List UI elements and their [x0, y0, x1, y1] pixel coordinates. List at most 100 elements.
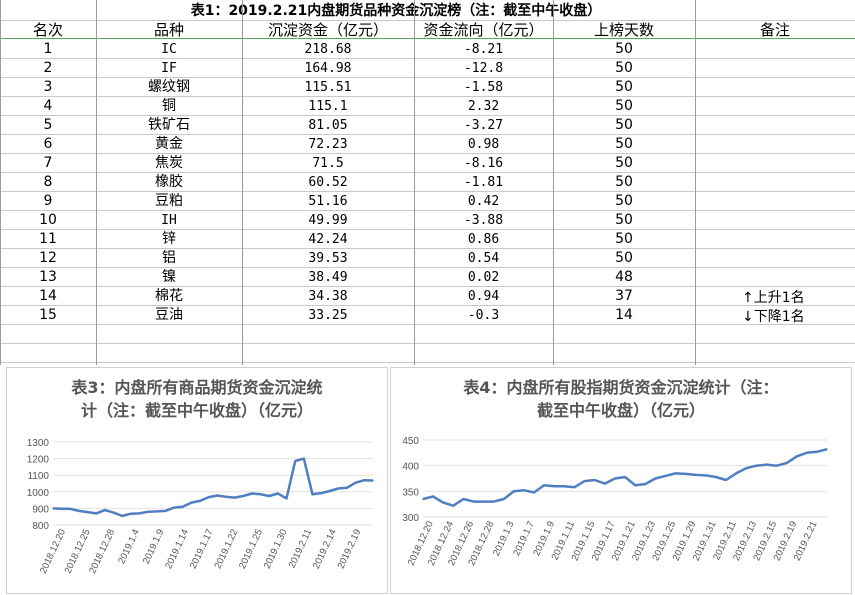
fund-cell: 38.49 [308, 270, 348, 285]
data-point [543, 484, 545, 486]
data-point [86, 511, 89, 513]
name-cell: 棉花 [155, 288, 183, 304]
data-point [735, 472, 737, 475]
flow-cell: 0.86 [467, 232, 500, 247]
rank-cell: 4 [43, 98, 53, 114]
flow-cell: -0.3 [467, 308, 500, 323]
flow-cell: 0.42 [467, 194, 500, 209]
flow-cell: 0.98 [467, 137, 500, 152]
data-point [715, 476, 717, 478]
days-cell: 50 [615, 98, 633, 114]
data-point [130, 512, 132, 515]
data-point [52, 507, 54, 510]
data-point [328, 490, 331, 492]
data-point [422, 498, 424, 500]
note-cell: ↑上升1名 [742, 287, 805, 307]
name-cell: 螺纹钢 [148, 79, 190, 95]
days-cell: 50 [615, 155, 633, 171]
flow-cell: 0.54 [467, 251, 500, 266]
rank-cell: 5 [43, 117, 53, 133]
fund-cell: 49.99 [308, 213, 348, 228]
name-cell: 黄金 [155, 136, 183, 152]
data-point [745, 467, 747, 470]
name-cell: IH [161, 213, 177, 228]
y-tick-label: 400 [402, 462, 419, 473]
commodity-fund-chart: 表3：内盘所有商品期货资金沉淀统 计（注：截至中午收盘）（亿元） 800 900 1… [6, 367, 388, 594]
days-cell: 50 [615, 174, 633, 190]
name-cell: 铜 [162, 98, 176, 114]
flow-cell: -3.27 [463, 118, 504, 133]
y-tick-label: 350 [402, 487, 419, 498]
rank-cell: 10 [39, 212, 57, 228]
rank-cell: 7 [43, 155, 53, 171]
days-cell: 50 [615, 60, 633, 76]
data-point [725, 479, 727, 481]
data-point [346, 486, 348, 489]
data-point [268, 495, 271, 497]
data-point [573, 486, 576, 489]
fund-cell: 218.68 [304, 42, 352, 57]
y-tick-label: 800 [32, 521, 49, 532]
data-point [363, 479, 366, 481]
days-cell: 37 [615, 288, 633, 304]
flow-cell: -1.58 [463, 80, 504, 95]
header-flow: 资金流向（亿元） [423, 21, 544, 39]
data-point [684, 473, 687, 475]
data-point [207, 496, 210, 498]
x-tick-label: 2019.1.25 [237, 528, 265, 571]
fund-cell: 39.53 [308, 251, 348, 266]
commodity-fund-plot: 80090010001100120013002018.12.202018.12.… [27, 438, 374, 576]
note-text: 上升1名 [753, 290, 805, 306]
rank-cell: 11 [39, 231, 57, 247]
data-point [482, 500, 485, 503]
x-tick-label: 2019.2.19 [336, 528, 364, 571]
note-cell: ↓下降1名 [742, 306, 805, 326]
data-point [259, 493, 262, 496]
series-line [52, 457, 374, 518]
data-point [354, 481, 357, 484]
data-point [452, 504, 455, 507]
flow-cell: 0.94 [467, 289, 500, 304]
rank-cell: 2 [43, 60, 53, 76]
data-point [614, 477, 616, 480]
name-cell: 豆粕 [155, 193, 183, 209]
data-point [826, 448, 828, 451]
data-point [795, 455, 798, 458]
x-tick-label: 2019.1.17 [188, 528, 216, 571]
flow-cell: -8.16 [463, 156, 504, 171]
index-fund-chart: 表4：内盘所有股指期货资金沉淀统计（注： 截至中午收盘）（亿元） 300 350 4… [390, 367, 852, 594]
data-point [442, 501, 444, 504]
x-tick-label: 2019.1.14 [163, 528, 191, 571]
name-cell: IF [161, 61, 177, 76]
data-point [285, 497, 288, 500]
fund-cell: 164.98 [304, 61, 352, 76]
fund-cell: 81.05 [308, 118, 348, 133]
fund-cell: 72.23 [308, 137, 348, 152]
name-cell: 豆油 [155, 307, 183, 323]
rank-cell: 6 [43, 136, 53, 152]
data-point [462, 498, 465, 500]
chart-title-line-2: 计（注：截至中午收盘）（亿元） [80, 401, 313, 420]
days-cell: 50 [615, 231, 633, 247]
days-cell: 50 [615, 136, 633, 152]
data-point [294, 460, 296, 462]
data-point [311, 493, 314, 496]
x-tick-label: 2019.1.22 [213, 528, 241, 571]
header-name: 品种 [153, 21, 184, 39]
flow-cell: 2.32 [467, 99, 500, 114]
data-point [173, 506, 175, 509]
data-point [644, 483, 646, 485]
rank-cell: 14 [39, 288, 57, 304]
data-point [320, 492, 322, 494]
data-point [705, 474, 707, 477]
y-tick-label: 450 [402, 436, 419, 447]
rank-cell: 3 [43, 79, 53, 95]
flow-cell: -8.21 [463, 42, 504, 57]
data-point [664, 475, 667, 477]
data-point [563, 485, 566, 487]
data-point [337, 487, 340, 490]
flow-cell: -3.88 [463, 213, 504, 228]
y-tick-label: 1100 [27, 471, 49, 482]
x-tick-label: 2018.12.28 [87, 528, 117, 576]
data-point [251, 492, 253, 495]
